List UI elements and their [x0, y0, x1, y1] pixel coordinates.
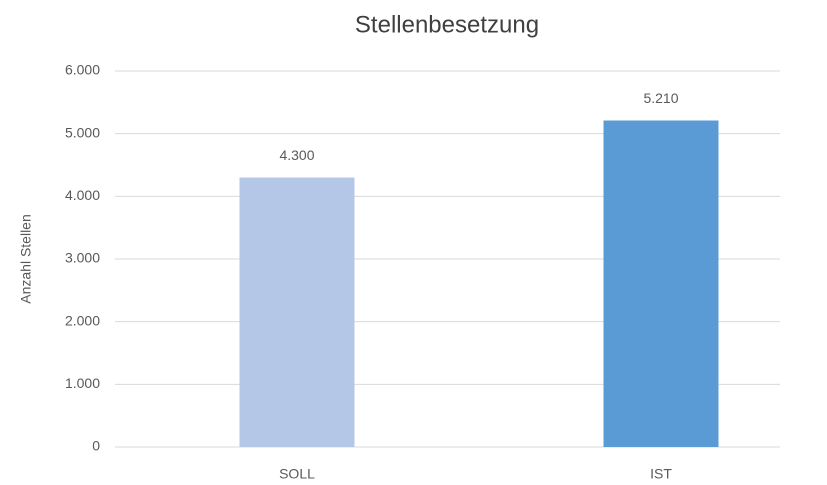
y-tick-label: 3.000 — [65, 250, 100, 266]
y-tick-label: 5.000 — [65, 124, 100, 140]
bar — [603, 120, 719, 448]
x-tick-label: IST — [650, 466, 672, 482]
y-tick-label: 0 — [92, 438, 100, 454]
x-tick-label: SOLL — [279, 466, 315, 482]
chart-title: Stellenbesetzung — [355, 11, 539, 38]
y-axis-label: Anzahl Stellen — [18, 214, 34, 304]
y-tick-label: 2.000 — [65, 312, 100, 328]
data-label: 5.210 — [643, 90, 678, 106]
y-tick-label: 4.000 — [65, 187, 100, 203]
y-tick-label: 1.000 — [65, 375, 100, 391]
y-tick-label: 6.000 — [65, 62, 100, 78]
bar — [239, 177, 355, 448]
data-label: 4.300 — [279, 147, 314, 163]
